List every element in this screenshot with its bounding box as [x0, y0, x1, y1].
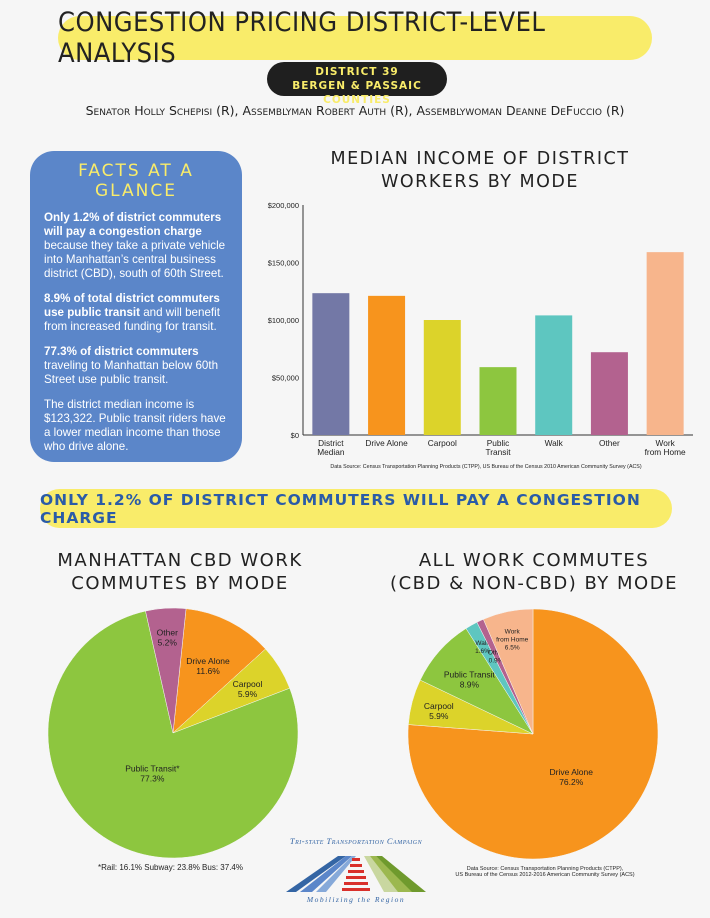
bar [535, 315, 573, 435]
slice-label: from Home [496, 637, 529, 644]
district-number: DISTRICT 39 [315, 66, 399, 78]
facts-heading: FACTS AT A GLANCE [78, 161, 194, 201]
bar-chart-title-line2: WORKERS BY MODE [381, 172, 579, 192]
facts-panel: FACTS AT A GLANCE Only 1.2% of district … [30, 151, 242, 462]
x-tick-label: Other [599, 438, 620, 448]
fact-1: Only 1.2% of district commuters will pay… [44, 211, 228, 281]
slice-label: Other [488, 650, 505, 657]
bar [312, 293, 350, 435]
legislators-line: Senator Holly Schepisi (R), Assemblyman … [85, 103, 625, 118]
fact-3: 77.3% of district commuters traveling to… [44, 345, 228, 387]
y-tick-label: $150,000 [268, 259, 299, 268]
slice-label: Carpool [233, 679, 263, 689]
x-tick-label: Median [317, 447, 345, 457]
pie-slice [172, 608, 266, 734]
y-tick-label: $100,000 [268, 316, 299, 325]
pie2-title-line1: ALL WORK COMMUTES [418, 550, 650, 571]
slice-label: Walk [475, 640, 490, 647]
fact-3-bold: 77.3% of district commuters [44, 345, 199, 358]
page-title: CONGESTION PRICING DISTRICT-LEVEL ANALYS… [58, 7, 652, 69]
congestion-banner: ONLY 1.2% OF DISTRICT COMMUTERS WILL PAY… [40, 489, 672, 528]
y-tick-label: $0 [291, 431, 299, 440]
fact-2-text: and will benefit from increased funding … [44, 306, 220, 333]
fact-3-text: traveling to Manhattan below 60th Street… [44, 359, 219, 386]
bar-chart-title-line1: MEDIAN INCOME OF DISTRICT [330, 149, 630, 169]
district-badge: DISTRICT 39 BERGEN & PASSAIC COUNTIES [267, 62, 447, 106]
pie2-source: Data Source: Census Transportation Plann… [430, 866, 660, 878]
bar [368, 295, 406, 435]
slice-value-label: 5.9% [238, 689, 258, 699]
fact-2-bold: 8.9% of total district commuters use pub… [44, 292, 220, 319]
slice-value-label: 6.5% [505, 645, 520, 652]
pie-slice [47, 610, 299, 859]
pie2-title: ALL WORK COMMUTES (CBD & NON-CBD) BY MOD… [384, 549, 684, 595]
fact-4: The district median income is $123,322. … [44, 398, 226, 453]
x-tick-label: Public [487, 438, 510, 448]
y-tick-label: $50,000 [272, 374, 299, 383]
pie2-title-line2: (CBD & NON-CBD) BY MODE [390, 573, 678, 594]
pie-slice [145, 607, 187, 734]
slice-value-label: 0.9% [489, 658, 504, 665]
slice-label: Drive Alone [186, 656, 230, 666]
fact-1-bold: Only 1.2% of district commuters will pay… [44, 211, 222, 238]
bar-chart: $0 $50,000 $100,000 $150,000 $200,000 Distric… [268, 201, 693, 457]
slice-label: Work [505, 629, 521, 636]
x-tick-label: District [318, 438, 344, 448]
slice-label: Other [157, 628, 178, 638]
x-tick-label: Work [656, 438, 676, 448]
pie1-footnote: *Rail: 16.1% Subway: 23.8% Bus: 37.4% [98, 863, 243, 872]
x-tick-label: Walk [545, 438, 564, 448]
slice-value-label: 5.9% [429, 711, 449, 721]
fact-1-text: because they take a private vehicle into… [44, 239, 226, 280]
logo-bottom-text: Mobilizing the Region [306, 895, 406, 904]
bar [479, 367, 517, 435]
slice-value-label: 76.2% [559, 777, 584, 787]
pie2-source-line2: US Bureau of the Census 2012-2016 Americ… [455, 872, 635, 878]
bar [646, 252, 684, 435]
bar-chart-source: Data Source: Census Transportation Plann… [330, 464, 642, 470]
district-counties: BERGEN & PASSAIC COUNTIES [292, 80, 422, 106]
pie2-source-line1: Data Source: Census Transportation Plann… [466, 866, 624, 872]
x-tick-label: Drive Alone [365, 438, 408, 448]
slice-label: Public Transit* [125, 764, 180, 774]
y-tick-label: $200,000 [268, 201, 299, 210]
logo-top-text: Tri-state Transportation Campaign [289, 836, 423, 846]
pie1-title-line1: MANHATTAN CBD WORK [57, 550, 303, 571]
slice-value-label: 8.9% [460, 680, 480, 690]
slice-value-label: 5.2% [158, 638, 178, 648]
pie-slice [407, 608, 659, 860]
slice-label: Public Transit [444, 670, 496, 680]
pie1-title: MANHATTAN CBD WORK COMMUTES BY MODE [40, 549, 320, 595]
pie-slice [483, 608, 534, 735]
bar [590, 352, 628, 435]
bar-chart-title: MEDIAN INCOME OF DISTRICT WORKERS BY MOD… [300, 148, 660, 194]
x-tick-label: Transit [485, 447, 511, 457]
tstc-logo [286, 856, 426, 892]
slice-value-label: 77.3% [140, 774, 165, 784]
fact-2: 8.9% of total district commuters use pub… [44, 292, 228, 334]
slice-value-label: 1.6% [475, 648, 490, 655]
bar [423, 320, 461, 435]
slice-value-label: 11.6% [196, 666, 220, 676]
slice-label: Carpool [424, 701, 454, 711]
pie1-title-line2: COMMUTES BY MODE [71, 573, 289, 594]
x-tick-label: Carpool [428, 438, 457, 448]
x-tick-label: from Home [645, 447, 686, 457]
slice-label: Drive Alone [550, 767, 594, 777]
